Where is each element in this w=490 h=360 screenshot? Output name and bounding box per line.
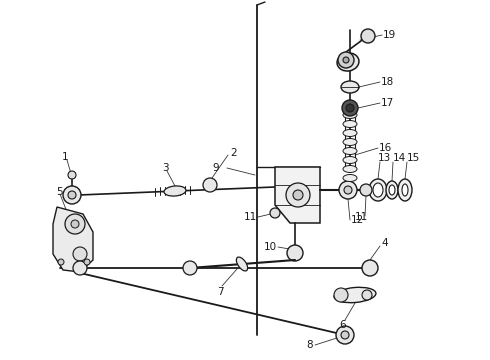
Text: 13: 13 (378, 153, 391, 163)
Text: 4: 4 (381, 238, 388, 248)
Circle shape (362, 290, 372, 300)
Ellipse shape (337, 53, 359, 71)
Ellipse shape (343, 157, 357, 163)
Text: 2: 2 (230, 148, 237, 158)
Text: 6: 6 (340, 320, 346, 330)
Ellipse shape (343, 148, 357, 154)
Circle shape (65, 214, 85, 234)
Ellipse shape (343, 121, 357, 127)
Circle shape (58, 259, 64, 265)
Ellipse shape (389, 185, 395, 195)
Text: 1: 1 (62, 152, 68, 162)
Circle shape (68, 191, 76, 199)
Text: 7: 7 (217, 287, 223, 297)
Ellipse shape (369, 179, 387, 201)
Ellipse shape (164, 186, 186, 196)
Circle shape (68, 171, 76, 179)
Circle shape (286, 183, 310, 207)
Ellipse shape (334, 287, 376, 303)
Circle shape (338, 52, 354, 68)
Ellipse shape (343, 130, 357, 136)
Ellipse shape (343, 175, 357, 181)
Ellipse shape (373, 183, 383, 197)
Ellipse shape (343, 166, 357, 172)
Ellipse shape (402, 184, 408, 196)
Text: 5: 5 (56, 187, 62, 197)
Circle shape (73, 247, 87, 261)
Polygon shape (275, 167, 320, 223)
Circle shape (336, 326, 354, 344)
Circle shape (63, 186, 81, 204)
Circle shape (360, 184, 372, 196)
Ellipse shape (386, 181, 398, 199)
Text: 3: 3 (162, 163, 168, 173)
Circle shape (362, 260, 378, 276)
Text: 10: 10 (264, 242, 277, 252)
Circle shape (343, 57, 349, 63)
Ellipse shape (341, 81, 359, 93)
Circle shape (71, 220, 79, 228)
Circle shape (270, 208, 280, 218)
Ellipse shape (343, 139, 357, 145)
Circle shape (73, 261, 87, 275)
Text: 9: 9 (212, 163, 219, 173)
Text: 19: 19 (383, 30, 396, 40)
Circle shape (84, 259, 90, 265)
Circle shape (361, 29, 375, 43)
Ellipse shape (398, 179, 412, 201)
Ellipse shape (346, 104, 354, 112)
Circle shape (203, 178, 217, 192)
Text: 8: 8 (306, 340, 313, 350)
Circle shape (183, 261, 197, 275)
Circle shape (293, 190, 303, 200)
Text: 18: 18 (381, 77, 394, 87)
Text: 11: 11 (355, 212, 368, 222)
Ellipse shape (236, 257, 247, 271)
Text: 16: 16 (379, 143, 392, 153)
Circle shape (287, 245, 303, 261)
Circle shape (344, 186, 352, 194)
Text: 15: 15 (407, 153, 420, 163)
Ellipse shape (343, 112, 357, 118)
Circle shape (334, 288, 348, 302)
Text: 17: 17 (381, 98, 394, 108)
Polygon shape (53, 207, 93, 272)
Text: 11: 11 (244, 212, 257, 222)
Text: 12: 12 (351, 215, 364, 225)
Ellipse shape (342, 100, 358, 116)
Circle shape (339, 181, 357, 199)
Text: 14: 14 (393, 153, 406, 163)
Circle shape (341, 331, 349, 339)
